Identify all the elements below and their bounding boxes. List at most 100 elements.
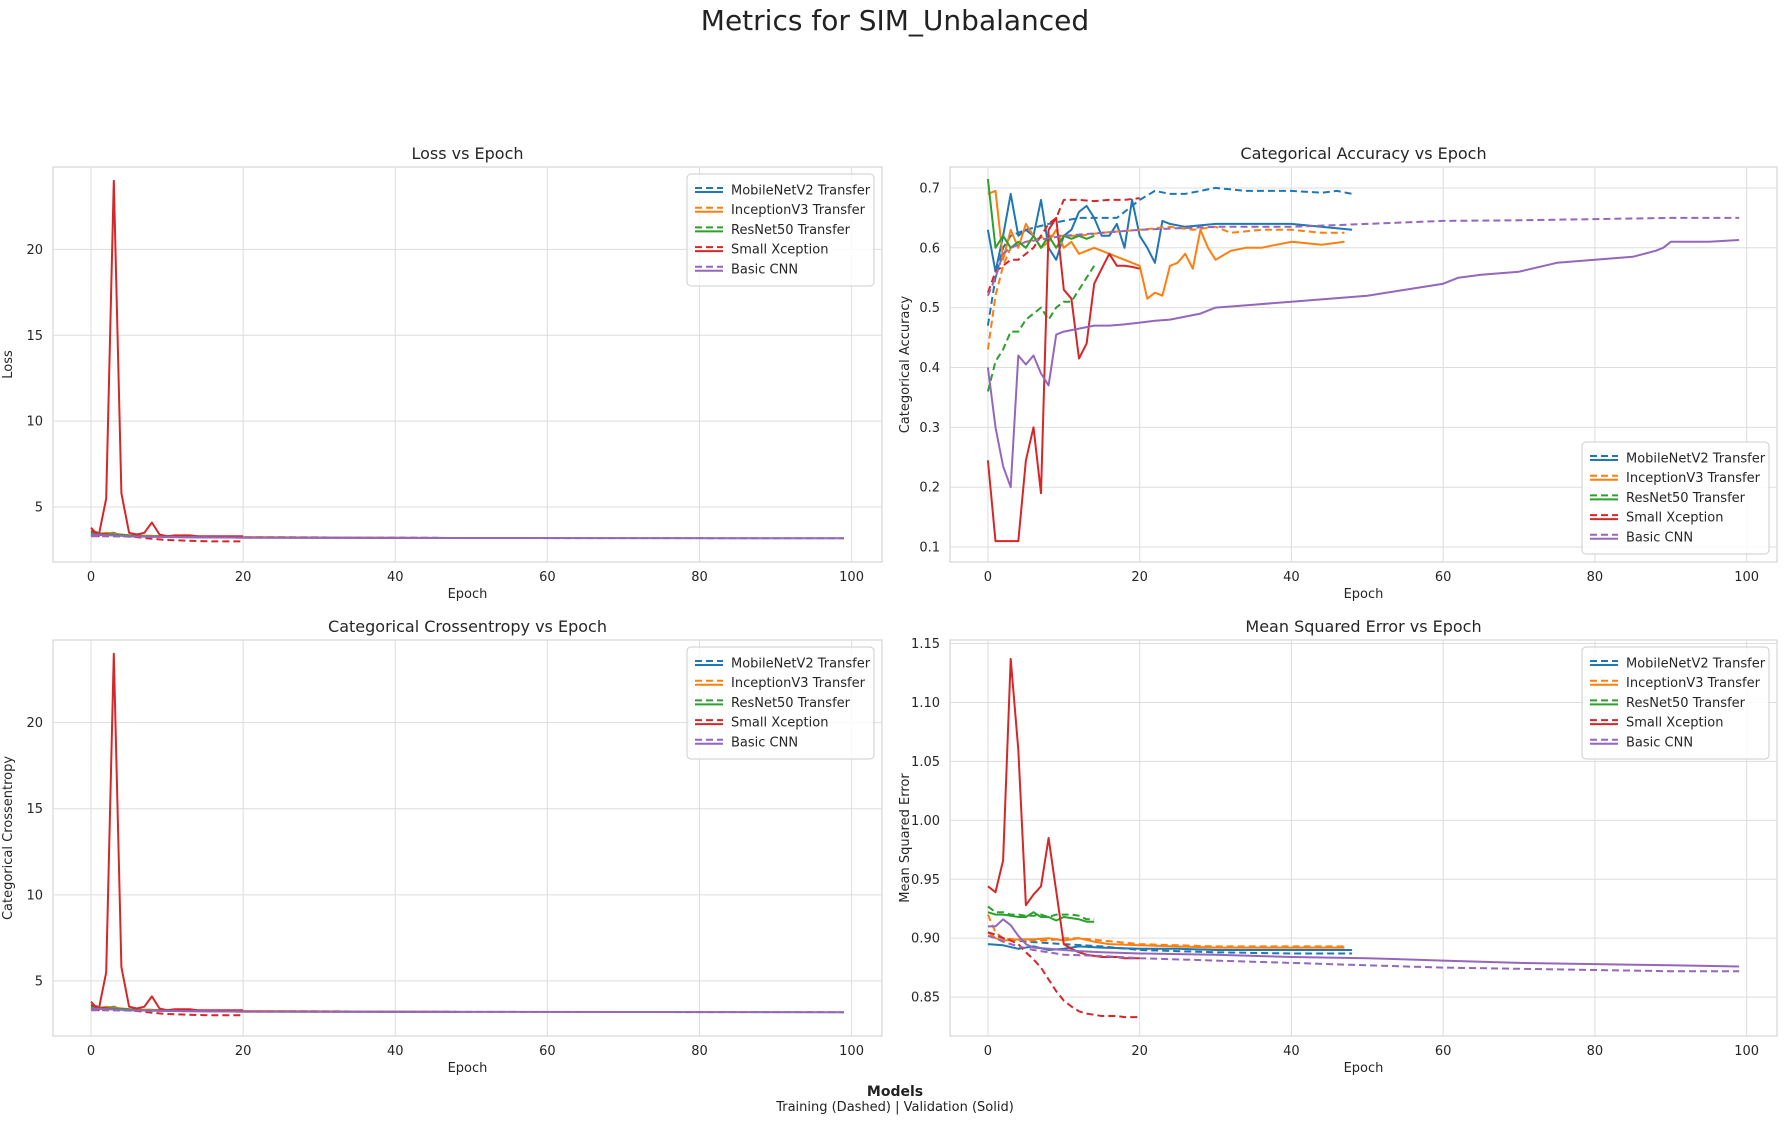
series-line-small-xception-val bbox=[987, 657, 1140, 960]
legend-entry-label: Basic CNN bbox=[1626, 530, 1693, 545]
legend-entry-label: InceptionV3 Transfer bbox=[731, 203, 866, 218]
y-tick-label: 20 bbox=[26, 716, 43, 731]
series-line-basic-cnn-val bbox=[987, 918, 1740, 968]
legend-footer-subtitle: Training (Dashed) | Validation (Solid) bbox=[776, 1100, 1014, 1115]
y-tick-label: 15 bbox=[26, 329, 43, 344]
legend-box bbox=[1581, 441, 1770, 555]
series-line-small-xception-train bbox=[986, 197, 1140, 294]
legend-entry-label: Small Xception bbox=[1626, 511, 1723, 526]
legend-entry-label: Small Xception bbox=[731, 243, 828, 258]
x-tick-label: 0 bbox=[984, 1044, 992, 1059]
x-tick-label: 100 bbox=[1734, 570, 1759, 585]
legend-entry-label: ResNet50 Transfer bbox=[731, 223, 851, 238]
x-tick-label: 80 bbox=[1587, 1044, 1604, 1059]
series-line-inceptionv3-transfer-val bbox=[987, 189, 1345, 300]
series-line-basic-cnn-val bbox=[986, 239, 1740, 489]
y-tick-label: 5 bbox=[35, 501, 43, 516]
y-tick-label: 5 bbox=[35, 974, 43, 989]
series-line-inceptionv3-transfer-val bbox=[987, 931, 1345, 949]
x-axis-label: Epoch bbox=[1344, 587, 1384, 602]
x-tick-label: 0 bbox=[87, 1044, 95, 1059]
legend-entry-label: Basic CNN bbox=[731, 262, 798, 277]
legend-box bbox=[686, 646, 875, 760]
legend-entry-label: Basic CNN bbox=[1626, 735, 1693, 750]
series-line-small-xception-train bbox=[987, 931, 1140, 1019]
series-line-resnet50-transfer-val bbox=[987, 911, 1095, 923]
x-tick-label: 40 bbox=[387, 1044, 404, 1059]
x-axis-label: Epoch bbox=[448, 587, 488, 602]
x-tick-label: 100 bbox=[1734, 1044, 1759, 1059]
x-tick-label: 0 bbox=[984, 570, 992, 585]
y-tick-label: 20 bbox=[26, 243, 43, 258]
y-axis-label: Categorical Crossentropy bbox=[1, 756, 16, 920]
y-tick-label: 10 bbox=[26, 888, 43, 903]
y-tick-label: 0.90 bbox=[911, 932, 940, 947]
y-tick-label: 15 bbox=[26, 802, 43, 817]
series-line-small-xception-val bbox=[986, 216, 1140, 543]
x-tick-label: 80 bbox=[691, 570, 708, 585]
x-tick-label: 80 bbox=[1587, 570, 1604, 585]
x-tick-label: 40 bbox=[1283, 570, 1300, 585]
y-tick-label: 0.3 bbox=[919, 421, 940, 436]
y-tick-label: 0.4 bbox=[919, 361, 940, 376]
legend-entry-label: Basic CNN bbox=[731, 735, 798, 750]
x-tick-label: 0 bbox=[87, 570, 95, 585]
legend-entry-label: ResNet50 Transfer bbox=[731, 696, 851, 711]
y-tick-label: 1.05 bbox=[911, 755, 940, 770]
series-line-resnet50-transfer-train bbox=[986, 265, 1096, 392]
legend-entry-label: MobileNetV2 Transfer bbox=[731, 657, 871, 672]
legend-entry-label: InceptionV3 Transfer bbox=[731, 676, 866, 691]
y-axis-label: Mean Squared Error bbox=[898, 773, 913, 903]
y-tick-label: 0.7 bbox=[919, 181, 940, 196]
legend-entry-label: MobileNetV2 Transfer bbox=[1626, 657, 1766, 672]
series-line-mobilenetv2-transfer-val bbox=[987, 943, 1353, 951]
series-group bbox=[986, 178, 1740, 543]
series-line-basic-cnn-train bbox=[987, 934, 1740, 973]
series-line-basic-cnn-val bbox=[90, 1007, 845, 1014]
legend-entry-label: MobileNetV2 Transfer bbox=[1626, 452, 1766, 467]
x-tick-label: 60 bbox=[539, 1044, 556, 1059]
series-line-mobilenetv2-transfer-train bbox=[986, 186, 1353, 326]
series-group bbox=[986, 657, 1740, 1019]
y-tick-label: 10 bbox=[26, 415, 43, 430]
legend-entry-label: InceptionV3 Transfer bbox=[1626, 471, 1761, 486]
y-axis-label: Loss bbox=[1, 350, 16, 379]
y-tick-label: 0.6 bbox=[919, 241, 940, 256]
y-tick-label: 0.2 bbox=[919, 481, 940, 496]
panel-title: Mean Squared Error vs Epoch bbox=[1245, 617, 1481, 636]
x-tick-label: 20 bbox=[235, 1044, 252, 1059]
x-tick-label: 20 bbox=[1131, 570, 1148, 585]
legend-entry-label: Small Xception bbox=[731, 716, 828, 731]
legend-footer-title: Models bbox=[866, 1084, 924, 1100]
x-axis-label: Epoch bbox=[448, 1061, 488, 1076]
legend-box bbox=[1581, 646, 1770, 760]
y-tick-label: 0.1 bbox=[919, 541, 940, 556]
series-line-basic-cnn-train bbox=[986, 216, 1740, 297]
figure-title: Metrics for SIM_Unbalanced bbox=[700, 4, 1090, 37]
x-tick-label: 80 bbox=[691, 1044, 708, 1059]
x-tick-label: 40 bbox=[1283, 1044, 1300, 1059]
series-group bbox=[90, 652, 845, 1017]
y-axis-label: Categorical Accuracy bbox=[898, 295, 913, 433]
legend-entry-label: ResNet50 Transfer bbox=[1626, 696, 1746, 711]
y-tick-label: 0.85 bbox=[911, 991, 940, 1006]
legend-entry-label: MobileNetV2 Transfer bbox=[731, 184, 871, 199]
x-tick-label: 100 bbox=[839, 1044, 864, 1059]
y-tick-label: 0.95 bbox=[911, 873, 940, 888]
series-line-resnet50-transfer-val bbox=[986, 178, 1095, 249]
legend-box bbox=[686, 173, 875, 287]
y-tick-label: 1.15 bbox=[911, 637, 940, 652]
x-tick-label: 40 bbox=[387, 570, 404, 585]
y-tick-label: 1.10 bbox=[911, 696, 940, 711]
panel-title: Categorical Accuracy vs Epoch bbox=[1240, 144, 1486, 163]
legend-entry-label: ResNet50 Transfer bbox=[1626, 491, 1746, 506]
panel-title: Categorical Crossentropy vs Epoch bbox=[328, 617, 607, 636]
x-tick-label: 100 bbox=[839, 570, 864, 585]
series-group bbox=[90, 179, 845, 543]
x-tick-label: 20 bbox=[1131, 1044, 1148, 1059]
legend-entry-label: Small Xception bbox=[1626, 716, 1723, 731]
y-tick-label: 1.00 bbox=[911, 814, 940, 829]
series-line-inceptionv3-transfer-train bbox=[986, 225, 1345, 350]
series-line-resnet50-transfer-train bbox=[987, 905, 1095, 921]
